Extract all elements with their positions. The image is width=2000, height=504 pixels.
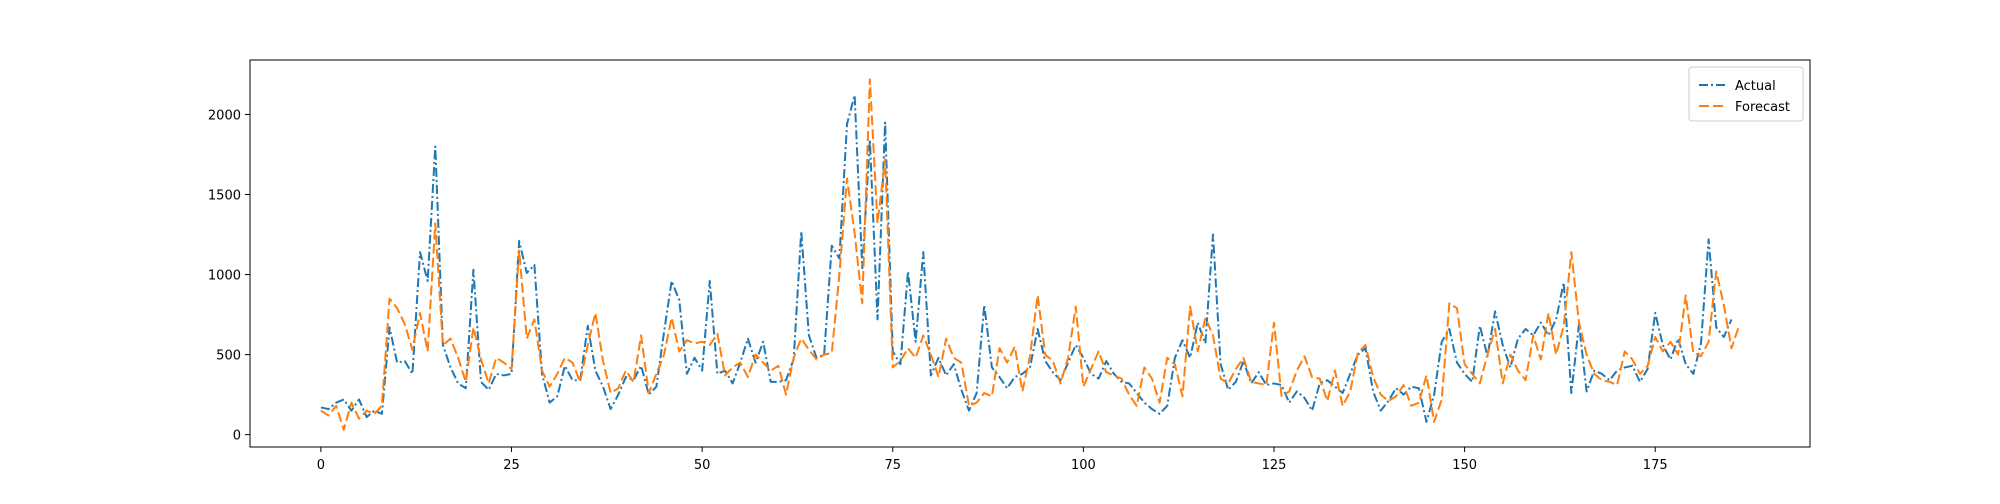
series-layer [320, 78, 1741, 431]
x-tick-label: 75 [884, 458, 901, 473]
x-tick-label: 0 [317, 458, 325, 473]
y-axis: 0 500 1000 1500 2000 [208, 108, 250, 444]
x-axis: 0 25 50 75 100 125 150 175 [317, 447, 1668, 473]
x-tick-label: 50 [694, 458, 711, 473]
y-tick-label: 2000 [208, 108, 241, 123]
plot-area-frame [249, 59, 1811, 448]
legend: Actual Forecast [1688, 66, 1804, 122]
x-tick-label: 125 [1262, 458, 1287, 473]
legend-label-actual: Actual [1735, 79, 1776, 94]
x-tick-label: 175 [1643, 458, 1668, 473]
x-tick-label: 150 [1452, 458, 1477, 473]
series-line-forecast [320, 78, 1741, 431]
legend-label-forecast: Forecast [1735, 100, 1790, 115]
x-tick-label: 25 [503, 458, 520, 473]
y-tick-label: 500 [216, 349, 241, 364]
y-tick-label: 0 [233, 429, 241, 444]
legend-box [1688, 66, 1804, 122]
y-tick-label: 1500 [208, 188, 241, 203]
x-tick-label: 100 [1071, 458, 1096, 473]
y-tick-label: 1000 [208, 269, 241, 284]
